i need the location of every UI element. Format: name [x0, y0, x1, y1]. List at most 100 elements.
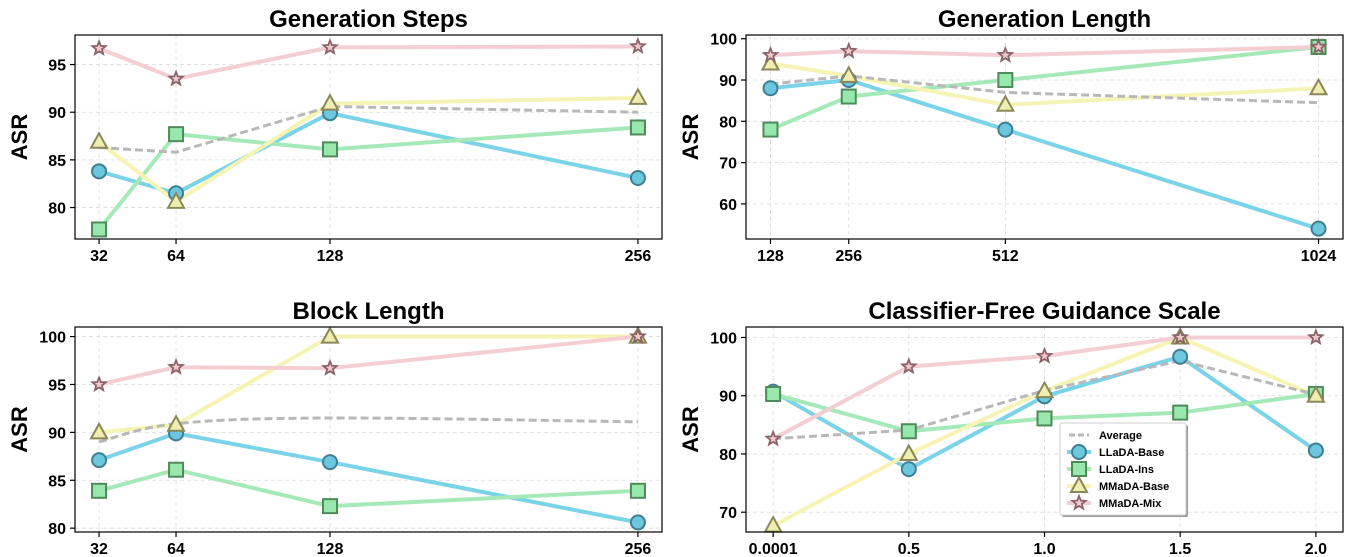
series-markers-mmada-mix [90, 327, 647, 393]
data-point-llada-ins [322, 498, 339, 515]
y-tick-label: 80 [48, 521, 66, 538]
data-point-llada-base [91, 452, 108, 469]
series-line-llada-ins [768, 44, 1321, 132]
data-point-llada-ins [91, 221, 108, 238]
legend-label-llada-ins: LLaDA-Ins [1099, 464, 1154, 476]
data-point-llada-ins [997, 72, 1014, 89]
legend-label-llada-base: LLaDA-Base [1099, 447, 1164, 459]
data-point-llada-ins [1036, 410, 1053, 427]
series-line-mmada-mix [97, 44, 640, 81]
series-markers-llada-ins [91, 461, 646, 515]
chart-panel-generation-steps: 32 64 128 256 80 85 90 95 Generation Steps ASR [7, 6, 663, 265]
data-point-mmada-base [320, 326, 340, 344]
data-point-mmada-mix [1171, 327, 1190, 346]
x-tick-label: 128 [757, 248, 784, 265]
y-tick-label: 85 [48, 153, 66, 170]
data-point-llada-ins [765, 385, 782, 402]
x-tick-label: 64 [167, 248, 185, 265]
data-point-llada-ins [840, 88, 857, 105]
data-point-mmada-mix [839, 41, 858, 59]
series-line-llada-base [97, 431, 640, 525]
legend-label-mmada-base: MMaDA-Base [1099, 481, 1169, 493]
x-tick-label: 32 [90, 248, 108, 265]
y-tick-label: 80 [719, 114, 737, 131]
data-point-mmada-mix [320, 358, 340, 376]
data-point-llada-base [629, 514, 646, 531]
y-tick-label: 100 [39, 330, 66, 347]
legend-marker-llada-base [1071, 444, 1087, 460]
series-line-mmada-base [768, 61, 1321, 107]
data-point-llada-ins [1172, 404, 1189, 421]
legend-marker-llada-ins [1071, 461, 1087, 477]
y-tick-label: 80 [719, 447, 737, 464]
series-markers-llada-base [762, 72, 1327, 237]
data-point-mmada-mix [166, 357, 186, 375]
data-point-llada-base [900, 461, 917, 478]
y-tick-label: 90 [719, 389, 737, 406]
series-line-average [98, 104, 638, 154]
series-line-mmada-mix [97, 334, 640, 387]
data-point-llada-ins [900, 423, 917, 440]
y-tick-label: 70 [719, 156, 737, 173]
data-point-mmada-mix [628, 327, 647, 345]
x-tick-label: 1.0 [1033, 541, 1055, 557]
data-point-mmada-base [320, 93, 340, 111]
data-point-mmada-base [628, 87, 648, 105]
data-point-mmada-base [839, 65, 859, 83]
x-tick-label: 512 [992, 248, 1019, 265]
x-tick-label: 128 [317, 541, 344, 557]
y-axis-label: ASR [7, 114, 32, 161]
series-markers-llada-base [91, 425, 646, 531]
data-point-llada-ins [629, 119, 646, 136]
chart-title: Generation Length [938, 6, 1151, 33]
x-tick-label: 1.5 [1169, 541, 1191, 557]
series-line-llada-ins [97, 467, 640, 509]
data-point-llada-ins [322, 141, 339, 158]
y-axis-label: ASR [678, 114, 703, 161]
y-tick-label: 90 [48, 425, 66, 442]
y-tick-label: 100 [710, 330, 737, 347]
data-point-llada-base [629, 169, 646, 186]
y-tick-label: 80 [48, 201, 66, 218]
y-tick-label: 90 [48, 105, 66, 122]
data-point-mmada-base [89, 131, 109, 149]
data-point-mmada-mix [1035, 346, 1054, 364]
data-point-mmada-base [166, 414, 186, 432]
y-tick-label: 70 [719, 505, 737, 522]
series-line-average [770, 74, 1319, 105]
data-point-llada-base [322, 454, 339, 471]
y-axis-label: ASR [678, 406, 703, 453]
data-point-llada-ins [91, 482, 108, 499]
data-point-mmada-base [995, 94, 1016, 112]
legend: Average LLaDA-Base LLaDA-Ins MMaDA-Base MMaD… [1059, 422, 1188, 517]
x-tick-label: 256 [835, 248, 862, 265]
data-point-mmada-base [166, 191, 186, 209]
series-line-mmada-mix [768, 44, 1321, 58]
chart-panel-classifier-free-guidance-scale: 0.0001 0.5 1.0 1.5 2.0 70 80 90 100 Classifier-Fr… [678, 298, 1344, 557]
series-markers-llada-ins [91, 119, 646, 238]
legend-marker-mmada-base [1069, 475, 1089, 493]
series-line-llada-base [97, 111, 640, 196]
data-point-llada-ins [168, 461, 185, 478]
x-tick-label: 256 [625, 541, 652, 557]
data-point-llada-ins [168, 126, 185, 143]
chart-title: Block Length [292, 298, 444, 325]
data-point-llada-base [1310, 220, 1327, 237]
axes-frame [74, 326, 663, 533]
data-point-mmada-base [1306, 385, 1326, 403]
x-tick-label: 0.0001 [749, 541, 798, 557]
x-tick-label: 1024 [1301, 248, 1337, 265]
data-point-mmada-mix [764, 429, 783, 447]
legend-label-average: Average [1099, 430, 1142, 442]
chart-panel-block-length: 32 64 128 256 80 85 90 95 100 Block Length ASR [7, 298, 663, 557]
data-point-mmada-mix [1306, 327, 1325, 346]
y-tick-label: 60 [719, 197, 737, 214]
data-point-mmada-mix [761, 45, 780, 63]
data-point-mmada-mix [996, 45, 1015, 63]
x-tick-label: 64 [167, 541, 185, 557]
series-line-mmada-base [97, 95, 640, 204]
data-point-llada-ins [762, 121, 779, 138]
y-tick-label: 85 [48, 473, 66, 490]
legend-label-mmada-mix: MMaDA-Mix [1099, 498, 1162, 510]
